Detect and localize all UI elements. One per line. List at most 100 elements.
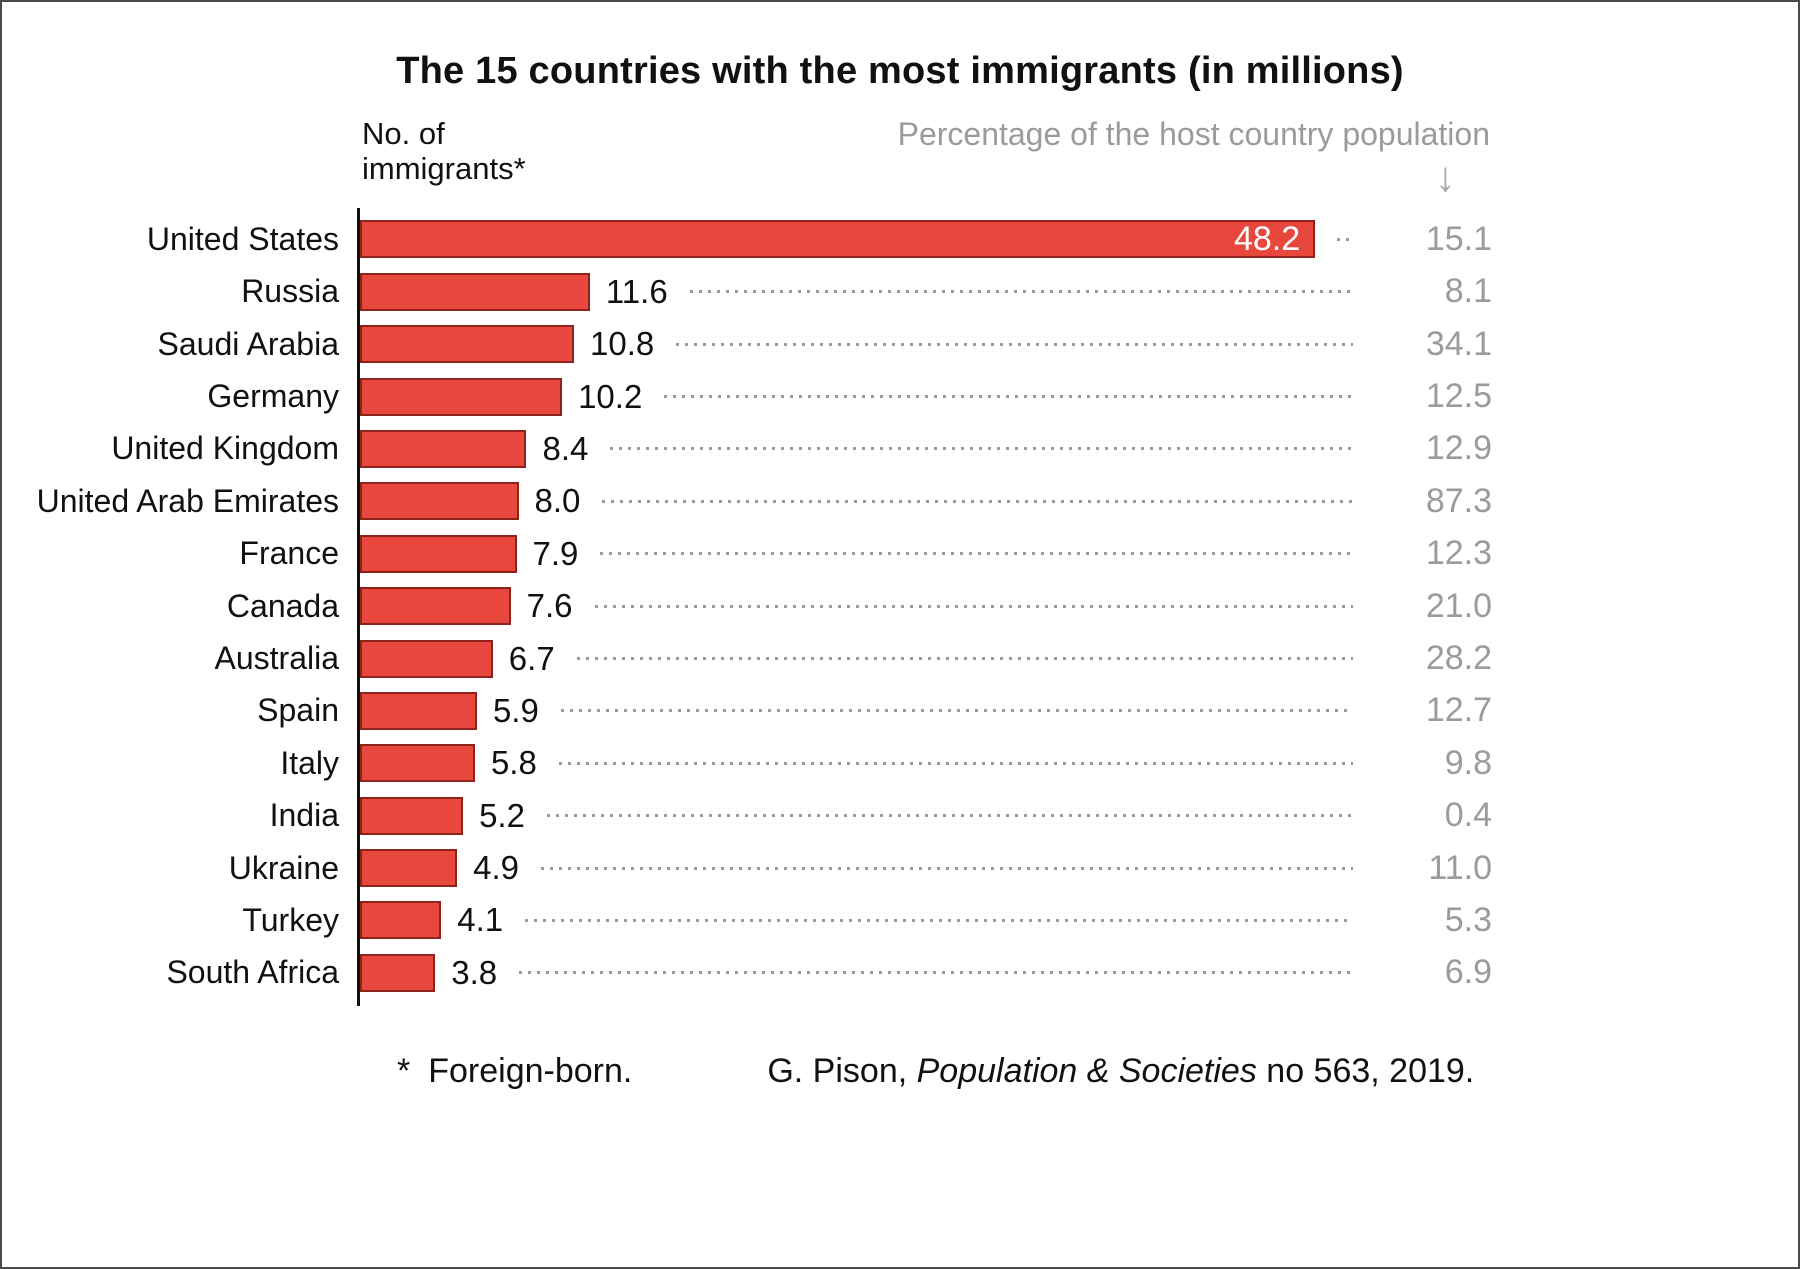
country-label: South Africa [166,954,339,991]
chart-row: United Arab Emirates 8.0 87.3 [2,475,1492,527]
value-label: 6.7 [508,639,555,677]
bar-track: 10.8 [357,318,1357,370]
chart-row: Italy 5.8 9.8 [2,737,1492,789]
y-axis-line [357,208,360,1007]
leader-dotted-line [689,290,1353,294]
leader-dotted-line [546,814,1353,818]
country-label: India [269,797,339,834]
immigrants-bar [360,534,517,573]
leader-dotted-line [525,918,1353,922]
percentage-label: 5.3 [1444,900,1492,939]
value-label: 4.1 [457,901,504,939]
value-label: 7.9 [532,534,579,572]
percentage-label: 15.1 [1425,219,1492,258]
leader-dotted-line [560,709,1353,713]
leader-dotted-line [594,604,1353,608]
value-label: 7.6 [526,587,573,625]
country-label: Australia [214,640,340,676]
country-label: Canada [226,587,339,624]
percentage-label: 12.7 [1425,691,1492,730]
country-label: Saudi Arabia [157,325,339,362]
value-label: 48.2 [1233,219,1301,258]
chart-row: South Africa 3.8 6.9 [2,947,1492,999]
chart-footer: * Foreign-born. G. Pison, Population & So… [2,1052,1798,1091]
bar-track: 7.9 [357,528,1357,580]
percentage-label: 8.1 [1444,272,1492,311]
citation-issue: no 563, 2019. [1256,1052,1475,1091]
leader-dotted-line [576,657,1353,660]
value-label: 8.4 [542,429,589,467]
value-label: 10.2 [578,377,643,415]
immigrants-bar [360,377,563,416]
bar-track: 7.6 [357,580,1357,632]
chart-row: Turkey 4.1 5.3 [2,894,1492,946]
country-label: United Kingdom [111,430,339,467]
immigrants-bar [360,691,477,730]
value-label: 5.8 [490,744,537,782]
immigrants-bar [360,639,493,678]
bar-track: 8.4 [357,423,1357,475]
chart-row: Saudi Arabia 10.8 34.1 [2,318,1492,370]
immigrants-bar [360,325,575,364]
country-label: Spain [257,692,339,729]
chart-row: Ukraine 4.9 11.0 [2,842,1492,894]
chart-rows: United States 48.2 15.1 Russia 11.6 8.1 Saudi … [2,213,1492,999]
value-label: 4.9 [473,849,519,887]
percentage-label: 21.0 [1425,586,1492,625]
value-label: 8.0 [534,482,581,520]
immigrants-bar: 48.2 [360,219,1316,259]
value-label: 5.9 [492,691,539,729]
chart-row: Russia 11.6 8.1 [2,266,1492,318]
citation-journal: Population & Societies [916,1052,1257,1091]
percentage-label: 9.8 [1444,743,1492,782]
chart-row: Spain 5.9 12.7 [2,685,1492,737]
chart-title: The 15 countries with the most immigrant… [396,50,1404,92]
bar-track: 11.6 [357,266,1357,318]
bar-track: 10.2 [357,370,1357,422]
leader-dotted-line [558,761,1353,765]
percentage-label: 0.4 [1444,796,1492,835]
immigrants-bar [360,482,519,521]
leader-dotted-line [676,342,1353,346]
value-label: 3.8 [451,953,498,991]
right-axis-label: Percentage of the host country populatio… [897,116,1490,152]
axis-header-row: No. of immigrants* Percentage of the hos… [2,93,1798,198]
bar-track: 6.7 [357,632,1357,684]
percentage-label: 12.5 [1425,377,1492,416]
immigrants-bar [360,796,464,835]
bar-track: 5.9 [357,685,1357,737]
chart-row: France 7.9 12.3 [2,528,1492,580]
chart-row: United Kingdom 8.4 12.9 [2,423,1492,475]
chart-row: Australia 6.7 28.2 [2,632,1492,684]
immigrants-bar [360,429,527,468]
leader-dotted-line [519,971,1353,975]
value-label: 11.6 [605,272,668,310]
footnote: * Foreign-born. [397,1052,632,1091]
source-citation: G. Pison, Population & Societies no 563,… [767,1052,1474,1091]
chart-row: Canada 7.6 21.0 [2,580,1492,632]
country-label: Ukraine [228,849,339,886]
leader-dotted-line [600,552,1353,556]
leader-dotted-line [1337,237,1353,241]
chart-row: United States 48.2 15.1 [2,213,1492,265]
bar-track: 5.2 [357,789,1357,841]
right-axis-header: Percentage of the host country populatio… [897,116,1490,201]
bar-track: 4.9 [357,842,1357,894]
bar-chart: United States 48.2 15.1 Russia 11.6 8.1 Saudi … [2,208,1492,1007]
left-axis-label: No. of immigrants* [362,116,526,186]
bar-track: 48.2 [357,213,1357,265]
percentage-label: 12.9 [1425,429,1492,468]
percentage-label: 6.9 [1444,953,1492,992]
country-label: Russia [241,273,339,310]
country-label: Turkey [242,901,339,938]
leader-dotted-line [602,499,1353,503]
down-arrow-icon: ↓ [1435,153,1456,201]
leader-dotted-line [540,866,1353,870]
value-label: 5.2 [479,796,525,834]
citation-author: G. Pison, [767,1052,917,1091]
immigrants-bar [360,901,442,940]
immigrants-bar [360,272,590,311]
immigrants-bar [360,587,511,626]
immigrants-bar [360,953,436,992]
percentage-label: 11.0 [1428,848,1492,887]
